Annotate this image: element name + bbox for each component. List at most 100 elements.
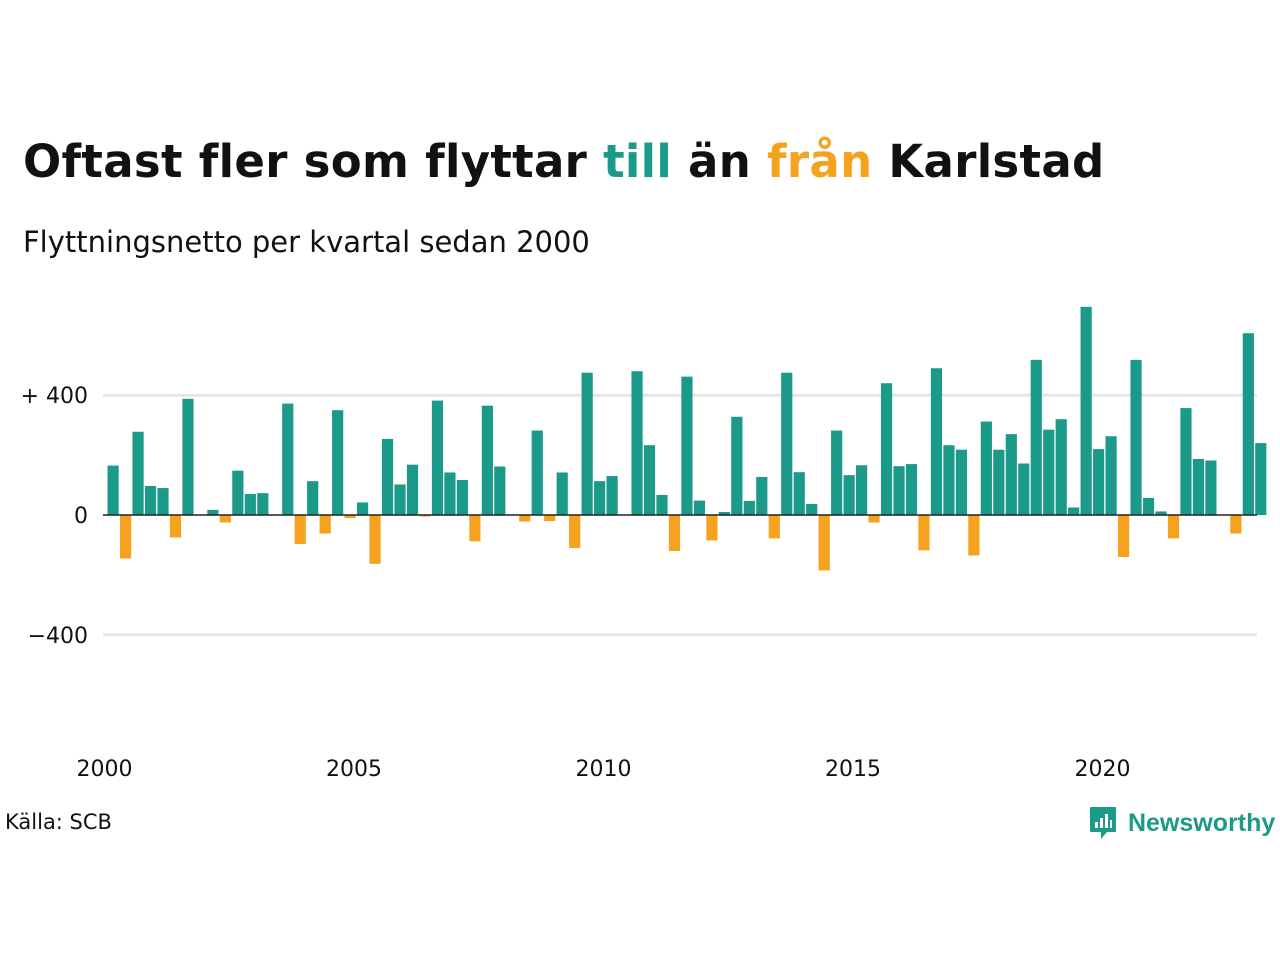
bar <box>993 449 1005 515</box>
bar <box>980 421 992 515</box>
bar <box>1093 449 1105 515</box>
bar <box>1192 458 1205 515</box>
x-tick-label: 2000 <box>77 757 133 782</box>
bar <box>843 475 855 515</box>
bar <box>930 368 943 515</box>
bar <box>157 488 169 515</box>
bar <box>756 476 768 515</box>
bar <box>307 481 319 515</box>
bar <box>943 445 955 515</box>
bar <box>1180 408 1192 515</box>
bar <box>381 438 394 515</box>
bar <box>1205 460 1217 515</box>
newsworthy-logo-icon <box>1090 807 1116 839</box>
source-label: Källa: SCB <box>5 810 112 834</box>
bar <box>1242 333 1254 515</box>
bar <box>1005 434 1017 515</box>
bar <box>905 464 918 515</box>
bar <box>1068 507 1080 515</box>
y-tick-label: 0 <box>74 504 88 529</box>
bar <box>456 479 468 515</box>
bar <box>581 372 593 515</box>
bar <box>244 494 256 515</box>
bar <box>444 472 456 515</box>
bar-chart: + 400 0 −400 2000 2005 2010 2015 2020 <box>21 306 1267 782</box>
bar <box>781 372 793 515</box>
bar <box>606 476 618 515</box>
bar <box>531 430 543 515</box>
bar <box>718 512 730 515</box>
bar <box>107 465 119 515</box>
bar <box>631 371 643 515</box>
bar <box>643 445 656 515</box>
y-tick-label: + 400 <box>21 384 88 409</box>
bar <box>1130 359 1142 515</box>
bar <box>880 383 893 515</box>
bar <box>818 515 830 571</box>
title-part-3: Karlstad <box>872 135 1105 188</box>
bar <box>1142 497 1155 515</box>
x-tick-label: 2020 <box>1075 757 1131 782</box>
bar <box>868 515 880 523</box>
x-tick-label: 2015 <box>825 757 881 782</box>
chart-subtitle: Flyttningsnetto per kvartal sedan 2000 <box>23 225 590 259</box>
bar <box>955 449 967 515</box>
title-part-1: Oftast fler som flyttar <box>23 135 604 188</box>
bar <box>344 515 356 518</box>
bar <box>1230 515 1242 534</box>
brand-logo: Newsworthy <box>1088 803 1275 843</box>
bar <box>369 515 381 564</box>
bar <box>132 431 144 515</box>
bar <box>668 515 681 551</box>
bar <box>282 403 294 515</box>
bar <box>406 464 419 515</box>
bar <box>1080 306 1092 515</box>
title-part-2: än <box>672 135 768 188</box>
bar <box>431 400 444 515</box>
bar <box>1030 359 1042 515</box>
bar <box>494 466 506 515</box>
bar <box>1018 463 1030 515</box>
bar <box>119 515 132 559</box>
bar <box>681 376 693 515</box>
bar <box>556 472 568 515</box>
y-tick-label: −400 <box>28 624 88 649</box>
bar <box>793 472 805 515</box>
bar <box>469 515 481 542</box>
bar <box>481 405 493 515</box>
bar <box>219 515 231 523</box>
bar <box>169 515 182 538</box>
bar <box>918 515 930 551</box>
bar <box>856 465 868 515</box>
x-tick-label: 2010 <box>576 757 632 782</box>
title-word-fran: från <box>767 135 873 188</box>
bar <box>1105 436 1117 515</box>
bar <box>1155 511 1167 515</box>
bar <box>544 515 556 521</box>
bar <box>1255 443 1267 515</box>
bar <box>207 509 219 515</box>
bar <box>893 466 905 515</box>
bar <box>1167 515 1180 539</box>
bar <box>831 430 843 515</box>
bar <box>656 494 668 515</box>
bar <box>394 484 406 515</box>
title-word-till: till <box>603 135 673 188</box>
bar <box>182 398 194 515</box>
bar <box>806 503 818 515</box>
bar <box>519 515 531 522</box>
bar <box>706 515 718 541</box>
bar <box>743 500 755 515</box>
x-tick-label: 2005 <box>326 757 382 782</box>
bar <box>294 515 306 545</box>
bar <box>257 493 269 515</box>
bar <box>768 515 780 539</box>
bar <box>1117 515 1130 557</box>
bar <box>1043 429 1055 515</box>
bar <box>731 416 743 515</box>
bar <box>144 485 157 515</box>
brand-name: Newsworthy <box>1128 808 1276 837</box>
chart-title: Oftast fler som flyttar till än från Kar… <box>23 132 1105 192</box>
bar <box>594 481 606 515</box>
bar <box>319 515 331 534</box>
